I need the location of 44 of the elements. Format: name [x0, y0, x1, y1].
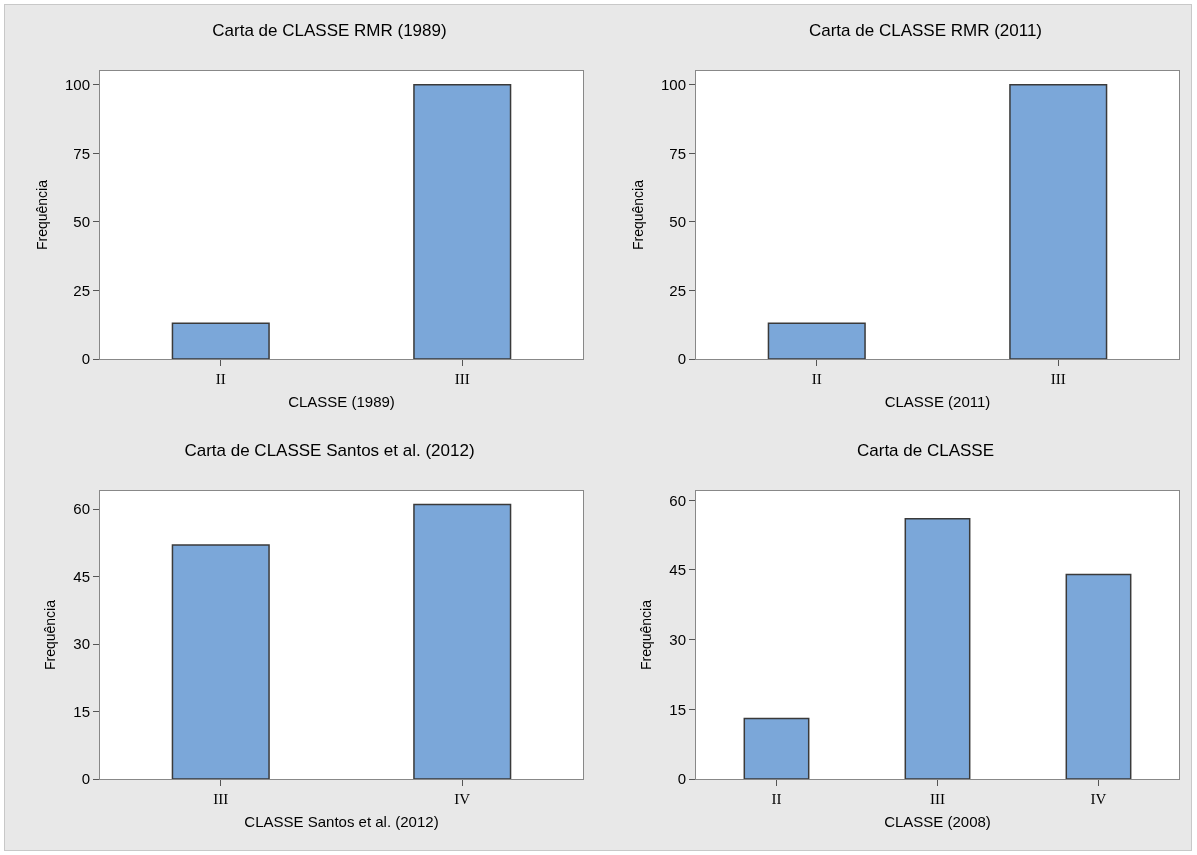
- chart-title: Carta de CLASSE RMR (2011): [808, 20, 1043, 40]
- y-tick-label: 30: [669, 630, 686, 648]
- bar: [904, 518, 971, 779]
- x-tick-label: IV: [1090, 791, 1107, 807]
- x-axis-title: CLASSE Santos et al. (2012): [244, 813, 439, 830]
- x-tick-label: II: [811, 371, 822, 387]
- y-tick-label: 45: [669, 561, 686, 579]
- x-tick-label: III: [1050, 371, 1066, 387]
- y-axis-title: Frequência: [629, 179, 646, 251]
- y-tick-label: 60: [73, 500, 90, 518]
- y-tick-label: 30: [73, 635, 90, 653]
- y-axis-title: Frequência: [33, 179, 50, 251]
- y-tick-label: 75: [669, 144, 686, 162]
- y-tick-label: 45: [73, 567, 90, 585]
- y-tick-label: 0: [81, 350, 90, 368]
- y-tick-label: 0: [677, 350, 686, 368]
- y-tick-label: 100: [64, 75, 90, 93]
- y-tick-label: 50: [73, 213, 90, 231]
- y-tick-label: 25: [669, 281, 686, 299]
- y-axis-title: Frequência: [41, 599, 58, 671]
- x-axis-title: CLASSE (1989): [288, 393, 395, 410]
- x-tick-label: II: [771, 791, 782, 807]
- x-axis-title: CLASSE (2011): [884, 393, 991, 410]
- y-tick-label: 0: [81, 770, 90, 788]
- y-tick-label: 0: [677, 770, 686, 788]
- y-tick-label: 15: [73, 702, 90, 720]
- x-tick-label: III: [930, 791, 945, 807]
- x-tick-label: II: [215, 371, 226, 387]
- y-tick-label: 25: [73, 281, 90, 299]
- chart-title: Carta de CLASSE: [856, 440, 995, 460]
- bar: [743, 717, 810, 779]
- y-tick-label: 15: [669, 700, 686, 718]
- bar: [1065, 573, 1132, 779]
- y-tick-label: 60: [669, 491, 686, 509]
- chart-title: Carta de CLASSE Santos et al. (2012): [184, 440, 475, 460]
- y-tick-label: 100: [660, 75, 686, 93]
- y-tick-label: 50: [669, 213, 686, 231]
- chart-title: Carta de CLASSE RMR (1989): [212, 20, 447, 40]
- x-tick-label: III: [213, 791, 229, 807]
- x-tick-label: IV: [454, 791, 471, 807]
- y-tick-label: 75: [73, 144, 90, 162]
- x-tick-label: III: [454, 371, 470, 387]
- y-axis-title: Frequência: [637, 599, 654, 671]
- x-axis-title: CLASSE (2008): [884, 813, 991, 830]
